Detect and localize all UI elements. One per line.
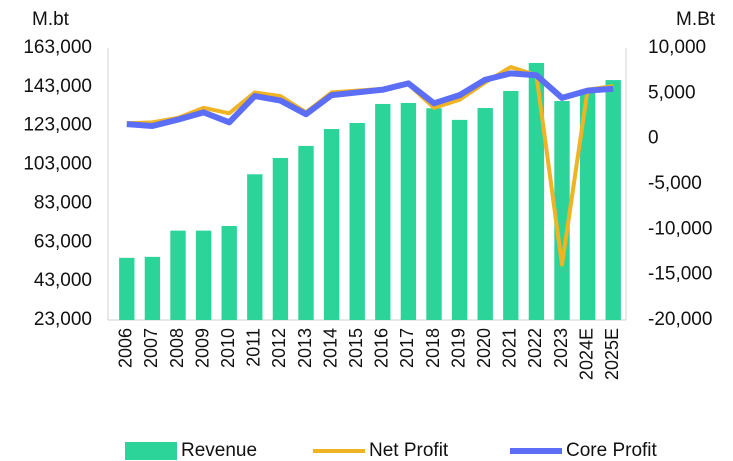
x-tick-label: 2015 [346, 328, 366, 368]
y-tick-label: 83,000 [34, 192, 92, 213]
bar [119, 257, 135, 320]
x-tick-label: 2013 [295, 328, 315, 368]
bar [579, 89, 596, 320]
y-tick-label: 23,000 [34, 309, 92, 330]
y-tick-label: 143,000 [23, 76, 92, 97]
y-tick-label: 163,000 [23, 37, 92, 58]
x-tick-label: 2016 [372, 328, 392, 368]
bar [375, 103, 391, 320]
bar [605, 80, 621, 320]
y2-tick-label: -5,000 [648, 173, 702, 194]
bar [170, 230, 186, 320]
x-tick-label: 2018 [423, 328, 443, 368]
bar [272, 157, 289, 320]
x-tick-label: 2020 [474, 328, 494, 368]
legend-swatch [125, 442, 177, 460]
y2-tick-label: 5,000 [648, 82, 696, 103]
bar [221, 225, 237, 320]
line-series [126, 70, 614, 129]
x-tick-label: 2021 [500, 328, 520, 368]
y-tick-label: 43,000 [34, 270, 92, 291]
y-axis-title: M.bt [32, 9, 70, 30]
x-tick-label: 2006 [116, 328, 136, 368]
y-tick-label: 103,000 [23, 154, 92, 175]
x-tick-label: 2019 [448, 328, 468, 368]
y2-tick-label: -10,000 [648, 218, 712, 239]
legend-label: Revenue [181, 440, 257, 461]
y2-axis-title: M.Bt [676, 9, 716, 30]
bar [247, 174, 263, 320]
bar [451, 119, 468, 320]
legend-label: Net Profit [369, 440, 449, 461]
x-tick-label: 2010 [218, 328, 238, 368]
y-tick-label: 123,000 [23, 115, 92, 136]
bar [400, 102, 417, 321]
x-tick-label: 2017 [397, 328, 417, 368]
bar [528, 62, 545, 321]
bar [323, 129, 340, 320]
y2-tick-label: 10,000 [648, 37, 706, 58]
x-tick-label: 2024E [576, 328, 596, 380]
bar [554, 101, 570, 320]
legend-label: Core Profit [566, 440, 658, 461]
y2-tick-label: 0 [648, 128, 659, 149]
x-tick-label: 2022 [525, 328, 545, 368]
bar [298, 145, 314, 320]
x-tick-label: 2025E [602, 328, 622, 380]
x-tick-label: 2011 [244, 328, 264, 367]
bar [144, 256, 161, 320]
x-tick-label: 2007 [141, 328, 161, 368]
x-tick-label: 2012 [269, 328, 289, 368]
x-tick-label: 2023 [551, 328, 571, 368]
bar [426, 108, 442, 320]
bar [503, 90, 519, 321]
x-tick-label: 2008 [167, 328, 187, 368]
y2-tick-label: -20,000 [648, 309, 712, 330]
y2-tick-label: -15,000 [648, 264, 712, 285]
bar [477, 108, 493, 320]
x-tick-label: 2009 [192, 328, 212, 368]
y-tick-label: 63,000 [34, 231, 92, 252]
bar [195, 230, 212, 320]
x-tick-label: 2014 [320, 328, 340, 368]
bar [349, 122, 365, 320]
